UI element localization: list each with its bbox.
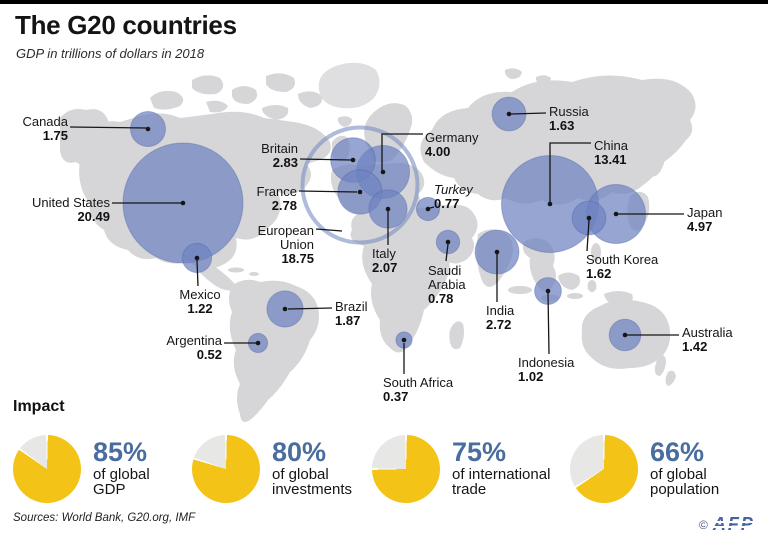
- impact-description: of global population: [650, 466, 720, 498]
- country-gdp-value: 4.00: [425, 144, 451, 159]
- country-gdp-value: 1.87: [335, 313, 361, 328]
- country-gdp-value: 4.97: [687, 219, 713, 234]
- impact-description: of global GDP: [93, 466, 150, 498]
- country-name: Saudi Arabia: [428, 263, 466, 292]
- impact-percent: 75%: [452, 437, 507, 467]
- country-name: China: [594, 138, 628, 153]
- impact-pie-investments: [192, 435, 260, 503]
- country-label-indonesia: Indonesia 1.02: [518, 356, 698, 384]
- country-name: Italy: [372, 246, 396, 261]
- country-name: Canada: [22, 114, 68, 129]
- country-name: Russia: [549, 104, 589, 119]
- country-name: European Union: [257, 223, 314, 252]
- sources-note: Sources: World Bank, G20.org, IMF: [13, 512, 196, 524]
- country-gdp-value: 20.49: [77, 209, 110, 224]
- country-name: Brazil: [335, 299, 368, 314]
- impact-percent: 85%: [93, 437, 148, 467]
- country-label-south-korea: South Korea 1.62: [586, 253, 766, 281]
- country-name: Japan: [687, 205, 723, 220]
- country-gdp-value: 1.02: [518, 369, 544, 384]
- country-gdp-value: 2.07: [372, 260, 398, 275]
- impact-description: of global investments: [272, 466, 353, 498]
- country-name: Mexico: [179, 287, 221, 302]
- country-gdp-value: 1.75: [42, 128, 68, 143]
- country-name: Argentina: [166, 333, 222, 348]
- country-label-united-states: United States 20.49: [0, 196, 110, 224]
- impact-percent: 66%: [650, 437, 705, 467]
- country-gdp-value: 18.75: [281, 251, 314, 266]
- country-label-australia: Australia 1.42: [682, 326, 768, 354]
- page-title: The G20 countries: [15, 10, 237, 40]
- country-label-canada: Canada 1.75: [0, 115, 68, 143]
- country-gdp-value: 0.37: [383, 389, 409, 404]
- afp-credit: © AFP: [699, 514, 755, 535]
- country-gdp-value: 1.63: [549, 118, 575, 133]
- country-gdp-value: 0.52: [196, 347, 222, 362]
- impact-percent: 80%: [272, 437, 327, 467]
- country-name: South Africa: [383, 375, 454, 390]
- country-gdp-value: 0.77: [434, 196, 460, 211]
- country-gdp-value: 1.62: [586, 266, 612, 281]
- country-gdp-value: 2.72: [486, 317, 512, 332]
- top-bar: [0, 0, 768, 4]
- country-label-russia: Russia 1.63: [549, 105, 729, 133]
- country-label-european-union: European Union 18.75: [154, 224, 314, 266]
- impact-pie-gdp: [13, 435, 81, 503]
- impact-item-population: 66% of global population: [570, 435, 719, 503]
- country-gdp-value: 0.78: [428, 291, 454, 306]
- country-name: South Korea: [586, 252, 659, 267]
- country-gdp-value: 13.41: [594, 152, 627, 167]
- country-gdp-value: 2.78: [271, 198, 297, 213]
- copyright-icon: ©: [699, 517, 708, 532]
- country-gdp-value: 1.22: [187, 301, 213, 316]
- impact-description: of international trade: [452, 466, 551, 498]
- country-label-italy: Italy 2.07: [372, 247, 552, 275]
- country-label-argentina: Argentina 0.52: [62, 334, 222, 362]
- country-label-france: France 2.78: [137, 185, 297, 213]
- country-label-saudi-arabia: Saudi Arabia 0.78: [428, 264, 608, 306]
- afp-logo: AFP: [710, 514, 755, 534]
- country-label-china: China 13.41: [594, 139, 768, 167]
- country-name: France: [256, 184, 297, 199]
- country-name: Turkey: [434, 182, 473, 197]
- country-gdp-value: 1.42: [682, 339, 708, 354]
- country-label-japan: Japan 4.97: [687, 206, 768, 234]
- country-name: United States: [31, 195, 110, 210]
- country-label-germany: Germany 4.00: [425, 131, 605, 159]
- country-label-mexico: Mexico 1.22: [120, 288, 280, 316]
- country-label-britain: Britain 2.83: [138, 142, 298, 170]
- country-label-brazil: Brazil 1.87: [335, 300, 515, 328]
- country-name: Britain: [261, 141, 298, 156]
- country-gdp-value: 2.83: [272, 155, 298, 170]
- country-label-india: India 2.72: [486, 304, 666, 332]
- impact-item-trade: 75% of international trade: [372, 435, 550, 503]
- country-name: India: [486, 303, 515, 318]
- country-name: Indonesia: [518, 355, 575, 370]
- impact-pie-population: [570, 435, 638, 503]
- impact-heading: Impact: [13, 398, 65, 415]
- country-label-south-africa: South Africa 0.37: [383, 376, 563, 404]
- country-name: Germany: [425, 130, 479, 145]
- impact-item-investments: 80% of global investments: [192, 435, 352, 503]
- page-subtitle: GDP in trillions of dollars in 2018: [16, 46, 205, 61]
- country-label-turkey: Turkey 0.77: [434, 183, 614, 211]
- impact-pie-trade: [372, 435, 440, 503]
- impact-item-gdp: 85% of global GDP: [13, 435, 150, 503]
- country-name: Australia: [682, 325, 733, 340]
